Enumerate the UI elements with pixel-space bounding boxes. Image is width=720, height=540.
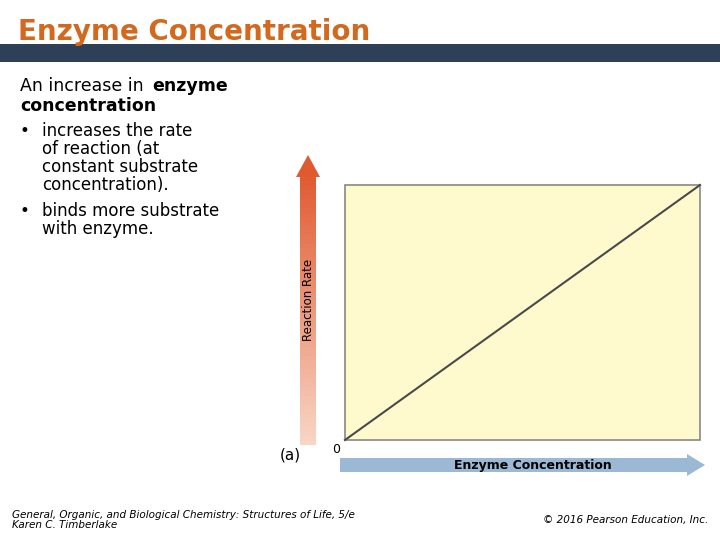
Bar	[300, 440, 316, 445]
Bar	[300, 320, 316, 325]
Bar	[300, 199, 316, 204]
Text: enzyme: enzyme	[152, 77, 228, 95]
Bar	[300, 418, 316, 423]
Bar	[300, 387, 316, 392]
Bar	[300, 373, 316, 378]
Text: with enzyme.: with enzyme.	[42, 220, 153, 238]
Bar	[300, 315, 316, 320]
Bar	[300, 369, 316, 374]
Bar	[300, 293, 316, 298]
Text: Karen C. Timberlake: Karen C. Timberlake	[12, 520, 117, 530]
Text: 0: 0	[332, 443, 340, 456]
Bar	[300, 266, 316, 271]
Bar	[300, 190, 316, 195]
Bar	[0, 44, 720, 62]
Bar	[300, 177, 316, 181]
Bar	[300, 248, 316, 253]
Bar	[300, 333, 316, 338]
Text: of reaction (at: of reaction (at	[42, 140, 159, 158]
Bar	[300, 395, 316, 400]
Bar	[300, 436, 316, 441]
Bar	[300, 275, 316, 280]
Bar	[300, 342, 316, 347]
Text: © 2016 Pearson Education, Inc.: © 2016 Pearson Education, Inc.	[543, 515, 708, 525]
Text: concentration).: concentration).	[42, 176, 168, 194]
Bar	[300, 324, 316, 329]
Bar	[300, 346, 316, 351]
Bar	[300, 203, 316, 208]
Bar	[300, 208, 316, 213]
Bar	[300, 284, 316, 289]
Bar	[300, 271, 316, 275]
Bar	[300, 409, 316, 414]
Bar	[300, 297, 316, 302]
Bar	[300, 338, 316, 342]
Bar	[300, 244, 316, 248]
Text: •: •	[20, 202, 30, 220]
FancyArrow shape	[340, 454, 705, 476]
Text: General, Organic, and Biological Chemistry: Structures of Life, 5/e: General, Organic, and Biological Chemist…	[12, 510, 355, 520]
Bar	[300, 221, 316, 226]
Bar	[300, 306, 316, 311]
Bar	[300, 355, 316, 360]
Bar	[300, 301, 316, 307]
Bar	[300, 377, 316, 382]
Bar	[300, 364, 316, 369]
Bar	[300, 234, 316, 240]
Bar	[300, 185, 316, 191]
Text: binds more substrate: binds more substrate	[42, 202, 220, 220]
Bar	[300, 431, 316, 436]
Bar	[300, 226, 316, 231]
Text: •: •	[20, 122, 30, 140]
Bar	[300, 413, 316, 418]
Bar	[300, 212, 316, 217]
Text: Enzyme Concentration: Enzyme Concentration	[18, 18, 370, 46]
Bar	[300, 328, 316, 333]
Bar	[300, 310, 316, 315]
Bar	[300, 194, 316, 199]
Bar	[300, 360, 316, 365]
Polygon shape	[296, 155, 320, 177]
Bar	[300, 279, 316, 284]
Text: Enzyme Concentration: Enzyme Concentration	[454, 458, 611, 471]
Bar	[300, 230, 316, 235]
Bar	[300, 181, 316, 186]
Bar	[300, 400, 316, 405]
Bar	[300, 217, 316, 221]
Bar	[300, 252, 316, 258]
Bar	[300, 427, 316, 431]
Text: constant substrate: constant substrate	[42, 158, 198, 176]
Bar	[300, 239, 316, 244]
Bar	[300, 382, 316, 387]
Bar	[300, 350, 316, 356]
Text: concentration: concentration	[20, 97, 156, 115]
Text: increases the rate: increases the rate	[42, 122, 192, 140]
Bar	[300, 288, 316, 293]
Bar	[300, 422, 316, 427]
Text: An increase in: An increase in	[20, 77, 149, 95]
Text: Reaction Rate: Reaction Rate	[302, 259, 315, 341]
Bar	[300, 257, 316, 262]
Bar	[300, 261, 316, 266]
Bar	[300, 391, 316, 396]
Text: (a): (a)	[280, 448, 301, 463]
Bar	[300, 404, 316, 409]
Bar	[345, 185, 700, 440]
